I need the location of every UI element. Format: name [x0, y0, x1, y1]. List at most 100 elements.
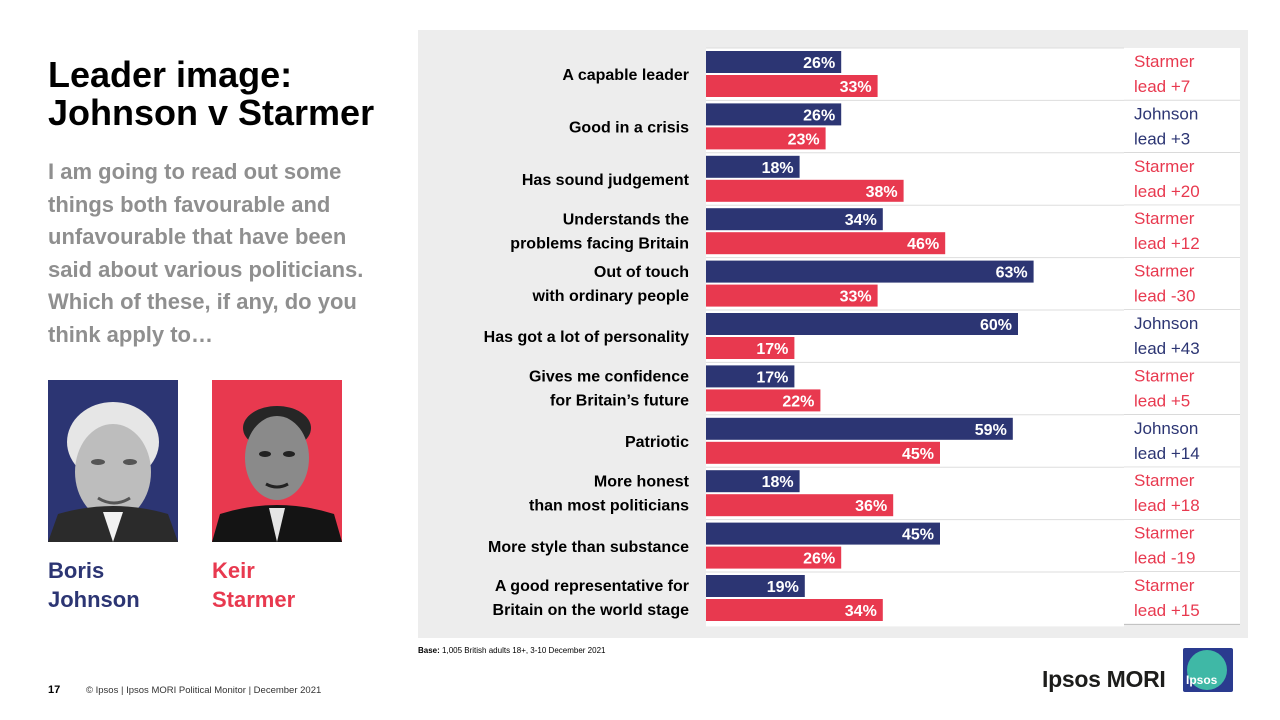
starmer-first-name: Keir — [212, 558, 255, 583]
lead-label-value: lead +43 — [1134, 339, 1200, 358]
data-label-johnson: 34% — [845, 212, 877, 229]
lead-label-value: lead +7 — [1134, 77, 1190, 96]
base-note: Base: 1,005 British adults 18+, 3-10 Dec… — [418, 646, 605, 655]
lead-box — [1124, 414, 1240, 468]
lead-box — [1124, 100, 1240, 153]
lead-label-value: lead +12 — [1134, 234, 1200, 253]
title-line-1: Leader image: — [48, 54, 293, 95]
bar-starmer — [706, 441, 940, 464]
base-text: 1,005 British adults 18+, 3-10 December … — [442, 646, 606, 655]
lead-box — [1124, 257, 1240, 310]
lead-box — [1124, 572, 1240, 625]
category-label: Understands the — [563, 211, 689, 228]
bar-johnson — [706, 575, 805, 597]
bar-starmer — [706, 337, 795, 359]
lead-box — [1124, 205, 1240, 258]
bar-starmer — [706, 389, 821, 412]
bar-starmer — [706, 75, 878, 97]
logo-box-text: Ipsos — [1186, 673, 1218, 687]
leader-image-chart: A capable leader 26% 33% Starmer lead +7 Good… — [484, 47, 1240, 627]
data-label-starmer: 22% — [782, 393, 814, 410]
data-label-starmer: 26% — [803, 551, 835, 568]
page-title: Leader image: Johnson v Starmer — [48, 56, 408, 132]
category-label: More style than substance — [488, 539, 689, 556]
bar-johnson — [706, 417, 1013, 440]
data-label-johnson: 60% — [980, 317, 1012, 334]
category-label: for Britain’s future — [550, 393, 689, 410]
lead-box — [1124, 152, 1240, 206]
question-text: I am going to read out some things both … — [48, 159, 364, 347]
category-label: problems facing Britain — [510, 235, 689, 252]
data-label-starmer: 33% — [840, 79, 872, 96]
lead-label-value: lead +15 — [1134, 601, 1200, 620]
lead-label-leader: Starmer — [1134, 524, 1195, 543]
data-label-starmer: 46% — [907, 236, 939, 253]
lead-label-value: lead -30 — [1134, 287, 1195, 306]
lead-label-leader: Johnson — [1134, 419, 1198, 438]
lead-box — [1124, 519, 1240, 572]
category-label: Good in a crisis — [569, 120, 689, 137]
lead-label-leader: Starmer — [1134, 366, 1195, 385]
lead-label-leader: Starmer — [1134, 471, 1195, 490]
bar-johnson — [706, 365, 795, 388]
data-label-starmer: 17% — [756, 341, 788, 358]
data-label-johnson: 18% — [762, 160, 794, 177]
data-label-johnson: 45% — [902, 527, 934, 544]
data-label-starmer: 36% — [855, 498, 887, 515]
data-label-johnson: 63% — [996, 265, 1028, 282]
bar-johnson — [706, 313, 1018, 335]
title-line-2: Johnson v Starmer — [48, 92, 375, 133]
lead-label-leader: Johnson — [1134, 104, 1198, 123]
bar-starmer — [706, 179, 904, 202]
logo-circle-icon — [1187, 650, 1227, 690]
bar-johnson — [706, 51, 842, 73]
category-label: Has sound judgement — [522, 172, 690, 189]
ipsos-logo: Ipsos — [1183, 648, 1233, 692]
data-label-starmer: 38% — [866, 184, 898, 201]
data-label-starmer: 34% — [845, 603, 877, 620]
category-label: Has got a lot of personality — [484, 329, 689, 346]
category-label: Britain on the world stage — [493, 602, 690, 619]
lead-box — [1124, 48, 1240, 101]
data-label-johnson: 26% — [803, 55, 835, 72]
lead-box — [1124, 362, 1240, 415]
bar-johnson — [706, 155, 800, 178]
lead-label-value: lead +20 — [1134, 182, 1200, 201]
data-label-johnson: 19% — [767, 579, 799, 596]
category-label: Out of touch — [594, 264, 689, 281]
starmer-last-name: Starmer — [212, 587, 296, 612]
footer-copyright: © Ipsos | Ipsos MORI Political Monitor |… — [86, 685, 322, 696]
data-label-starmer: 45% — [902, 446, 934, 463]
category-label: Patriotic — [625, 434, 689, 451]
data-label-johnson: 18% — [762, 474, 794, 491]
data-label-johnson: 59% — [975, 422, 1007, 439]
bar-johnson — [706, 260, 1034, 283]
bar-starmer — [706, 599, 883, 621]
category-label: Gives me confidence — [529, 369, 689, 386]
page-number: 17 — [48, 684, 61, 696]
bar-johnson — [706, 208, 883, 231]
data-label-starmer: 33% — [840, 289, 872, 306]
lead-label-value: lead -19 — [1134, 549, 1195, 568]
data-label-starmer: 23% — [788, 131, 820, 148]
lead-label-value: lead +18 — [1134, 496, 1200, 515]
johnson-last-name: Johnson — [48, 587, 140, 612]
base-label: Base: — [418, 646, 440, 655]
lead-label-leader: Starmer — [1134, 52, 1195, 71]
lead-label-value: lead +5 — [1134, 391, 1190, 410]
lead-label-value: lead +3 — [1134, 129, 1190, 148]
data-label-johnson: 17% — [756, 369, 788, 386]
data-label-johnson: 26% — [803, 107, 835, 124]
lead-box — [1124, 310, 1240, 363]
starmer-photo — [212, 380, 342, 542]
bar-johnson — [706, 522, 940, 545]
bar-starmer — [706, 232, 946, 255]
bar-starmer — [706, 494, 894, 517]
johnson-name: Boris Johnson — [48, 556, 140, 614]
starmer-name: Keir Starmer — [212, 556, 295, 614]
bar-johnson — [706, 470, 800, 493]
lead-box — [1124, 467, 1240, 520]
lead-label-leader: Starmer — [1134, 209, 1195, 228]
category-label: than most politicians — [529, 497, 689, 514]
lead-label-leader: Johnson — [1134, 314, 1198, 333]
